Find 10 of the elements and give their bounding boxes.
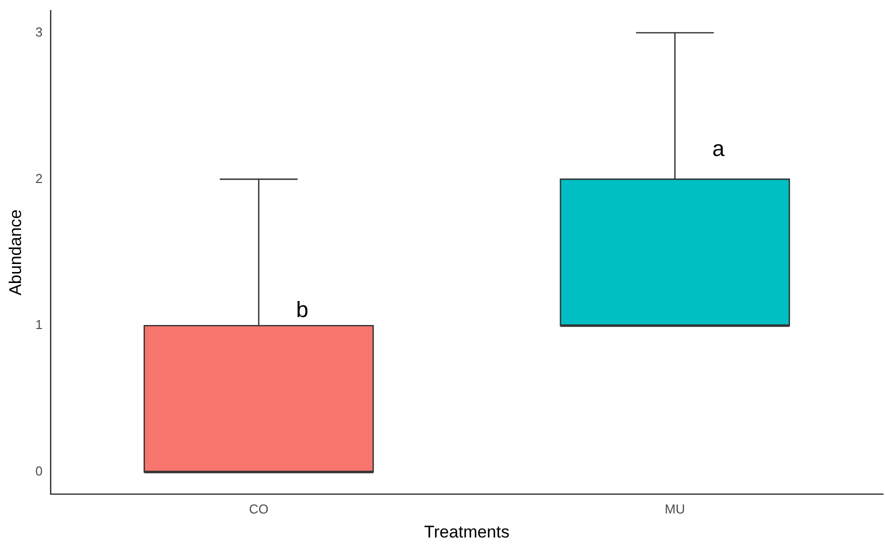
x-axis-title: Treatments [424,522,510,542]
y-tick-label: 1 [35,317,43,332]
annotation: a [712,136,726,161]
annotation: b [296,297,308,322]
y-tick-label: 2 [35,170,43,186]
x-tick-label: CO [248,501,268,516]
x-tick-label: MU [664,501,686,516]
y-axis-title: Abundance [6,209,25,296]
y-tick-label: 3 [35,24,43,40]
y-tick-label: 0 [35,464,43,479]
